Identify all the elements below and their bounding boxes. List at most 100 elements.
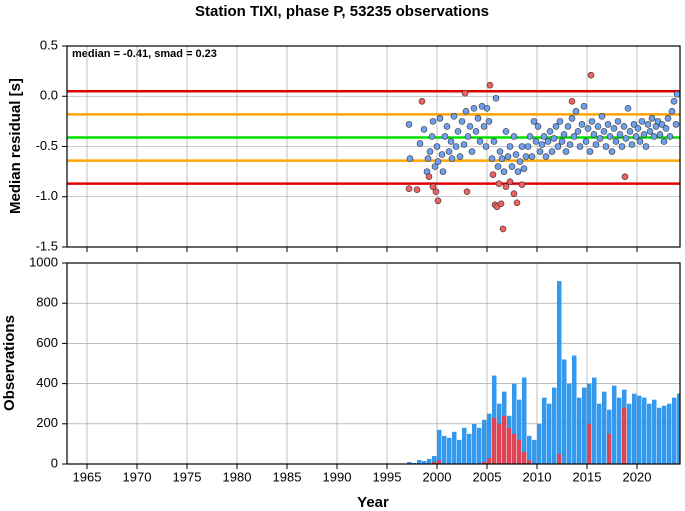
- point: [485, 118, 493, 125]
- bar: [437, 459, 442, 464]
- point: [534, 123, 542, 130]
- point: [506, 178, 514, 185]
- point: [604, 121, 612, 128]
- bar: [537, 423, 542, 464]
- bar: [507, 427, 512, 464]
- point: [648, 115, 656, 122]
- point: [466, 123, 474, 130]
- bar: [632, 393, 637, 464]
- y-tick-label: 0.0: [40, 88, 58, 103]
- bar: [667, 403, 672, 464]
- point: [628, 141, 636, 148]
- x-tick-label: 1985: [273, 469, 302, 484]
- bar: [487, 413, 492, 464]
- point: [672, 121, 680, 128]
- chart-title: Station TIXI, phase P, 53235 observation…: [195, 3, 489, 20]
- point: [616, 131, 624, 138]
- point: [461, 89, 469, 97]
- point: [439, 168, 447, 175]
- point: [624, 105, 632, 112]
- point: [502, 183, 510, 190]
- point: [598, 113, 606, 120]
- point: [640, 131, 648, 138]
- point: [536, 148, 544, 155]
- x-tick-label: 2000: [423, 469, 452, 484]
- point: [586, 148, 594, 155]
- point: [454, 128, 462, 135]
- point: [441, 133, 449, 140]
- x-tick-label: 1975: [173, 469, 202, 484]
- point: [584, 125, 592, 132]
- point: [594, 123, 602, 130]
- annotation: median = -0.41, smad = 0.23: [72, 48, 217, 60]
- point: [572, 108, 580, 115]
- point: [450, 113, 458, 120]
- bar: [587, 423, 592, 464]
- point: [562, 148, 570, 155]
- bar: [567, 383, 572, 464]
- point: [658, 121, 666, 128]
- point: [434, 197, 442, 205]
- point: [516, 158, 524, 165]
- point: [673, 90, 681, 98]
- y-tick-label: -0.5: [36, 138, 58, 153]
- point: [621, 173, 629, 180]
- plot-frame: [66, 262, 681, 465]
- bar: [457, 439, 462, 464]
- point: [434, 158, 442, 165]
- point: [596, 135, 604, 142]
- point: [492, 94, 500, 102]
- point: [413, 186, 421, 194]
- x-tick-label: 2020: [623, 469, 652, 484]
- bar: [557, 281, 562, 464]
- point: [506, 143, 514, 150]
- point: [588, 118, 596, 125]
- point: [634, 125, 642, 132]
- bar: [647, 403, 652, 464]
- point: [552, 123, 560, 130]
- point: [602, 143, 610, 150]
- point: [438, 151, 446, 158]
- bar: [417, 459, 422, 464]
- point: [424, 155, 432, 162]
- point: [660, 138, 668, 145]
- y-tick-label: 1000: [29, 254, 58, 269]
- point: [460, 141, 468, 148]
- bar: [542, 397, 547, 464]
- bar: [437, 429, 442, 464]
- bar: [487, 457, 492, 464]
- point: [508, 163, 516, 170]
- point: [638, 118, 646, 125]
- bar: [517, 399, 522, 464]
- bar: [607, 433, 612, 464]
- point: [447, 138, 455, 145]
- point: [518, 143, 526, 150]
- point: [462, 108, 470, 115]
- point: [513, 199, 521, 207]
- point: [486, 81, 494, 89]
- point: [568, 97, 576, 105]
- bar: [467, 433, 472, 464]
- point: [502, 128, 510, 135]
- y-tick-label: 0: [51, 455, 58, 470]
- point: [488, 155, 496, 162]
- point: [425, 173, 433, 180]
- bar: [527, 459, 532, 464]
- point: [497, 200, 505, 208]
- bar: [572, 355, 577, 464]
- point: [426, 148, 434, 155]
- point: [498, 155, 506, 162]
- point: [606, 133, 614, 140]
- bar: [527, 435, 532, 464]
- x-tick-label: 1970: [123, 469, 152, 484]
- point: [650, 133, 658, 140]
- point: [452, 143, 460, 150]
- y-tick-label: -1.0: [36, 188, 58, 203]
- y-tick-label: 600: [36, 335, 58, 350]
- point: [550, 135, 558, 142]
- point: [656, 131, 664, 138]
- bar: [452, 431, 457, 464]
- point: [590, 131, 598, 138]
- bar: [557, 453, 562, 464]
